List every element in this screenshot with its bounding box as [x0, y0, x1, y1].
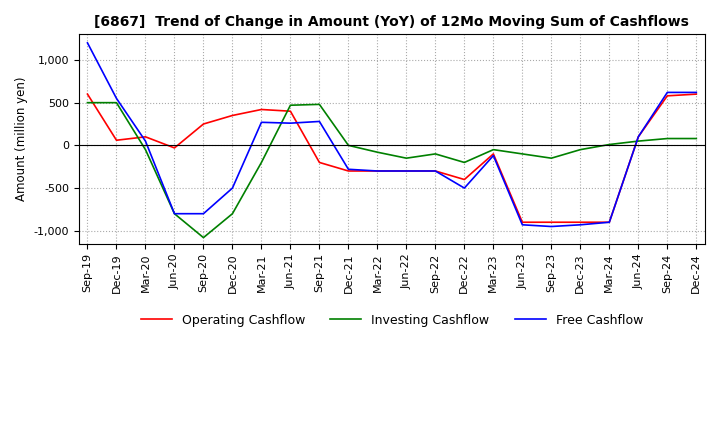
Investing Cashflow	[141, 147, 150, 152]
Investing Cashflow	[605, 142, 613, 147]
Operating Cashflow	[286, 109, 294, 114]
Free Cashflow	[315, 119, 324, 124]
Free Cashflow	[373, 169, 382, 174]
Operating Cashflow	[692, 92, 701, 97]
Investing Cashflow	[257, 160, 266, 165]
Operating Cashflow	[112, 138, 121, 143]
Investing Cashflow	[112, 100, 121, 105]
Operating Cashflow	[460, 177, 469, 182]
Free Cashflow	[605, 220, 613, 225]
Investing Cashflow	[402, 155, 410, 161]
Line: Free Cashflow: Free Cashflow	[87, 43, 696, 227]
Operating Cashflow	[663, 93, 672, 99]
Investing Cashflow	[373, 150, 382, 155]
Investing Cashflow	[199, 235, 208, 240]
Operating Cashflow	[547, 220, 556, 225]
Investing Cashflow	[634, 139, 643, 144]
Free Cashflow	[170, 211, 179, 216]
Investing Cashflow	[547, 155, 556, 161]
Free Cashflow	[489, 153, 498, 158]
Free Cashflow	[344, 167, 353, 172]
Investing Cashflow	[692, 136, 701, 141]
Investing Cashflow	[286, 103, 294, 108]
Operating Cashflow	[344, 169, 353, 174]
Investing Cashflow	[663, 136, 672, 141]
Operating Cashflow	[576, 220, 585, 225]
Free Cashflow	[634, 134, 643, 139]
Line: Investing Cashflow: Investing Cashflow	[87, 103, 696, 238]
Operating Cashflow	[315, 160, 324, 165]
Operating Cashflow	[402, 169, 410, 174]
Investing Cashflow	[576, 147, 585, 152]
Investing Cashflow	[83, 100, 91, 105]
Free Cashflow	[663, 90, 672, 95]
Line: Operating Cashflow: Operating Cashflow	[87, 94, 696, 222]
Free Cashflow	[547, 224, 556, 229]
Operating Cashflow	[518, 220, 526, 225]
Free Cashflow	[286, 121, 294, 126]
Operating Cashflow	[373, 169, 382, 174]
Free Cashflow	[431, 169, 440, 174]
Free Cashflow	[141, 139, 150, 144]
Operating Cashflow	[228, 113, 237, 118]
Title: [6867]  Trend of Change in Amount (YoY) of 12Mo Moving Sum of Cashflows: [6867] Trend of Change in Amount (YoY) o…	[94, 15, 689, 29]
Free Cashflow	[692, 90, 701, 95]
Operating Cashflow	[489, 151, 498, 157]
Legend: Operating Cashflow, Investing Cashflow, Free Cashflow: Operating Cashflow, Investing Cashflow, …	[135, 308, 648, 331]
Investing Cashflow	[228, 211, 237, 216]
Operating Cashflow	[141, 134, 150, 139]
Free Cashflow	[199, 211, 208, 216]
Investing Cashflow	[460, 160, 469, 165]
Investing Cashflow	[344, 143, 353, 148]
Y-axis label: Amount (million yen): Amount (million yen)	[15, 77, 28, 201]
Free Cashflow	[460, 185, 469, 191]
Free Cashflow	[112, 96, 121, 101]
Investing Cashflow	[489, 147, 498, 152]
Operating Cashflow	[605, 220, 613, 225]
Operating Cashflow	[431, 169, 440, 174]
Free Cashflow	[518, 222, 526, 227]
Operating Cashflow	[257, 107, 266, 112]
Free Cashflow	[228, 185, 237, 191]
Operating Cashflow	[199, 121, 208, 127]
Free Cashflow	[576, 222, 585, 227]
Free Cashflow	[402, 169, 410, 174]
Operating Cashflow	[634, 134, 643, 139]
Operating Cashflow	[170, 145, 179, 150]
Free Cashflow	[257, 120, 266, 125]
Investing Cashflow	[315, 102, 324, 107]
Investing Cashflow	[170, 211, 179, 216]
Operating Cashflow	[83, 92, 91, 97]
Investing Cashflow	[518, 151, 526, 157]
Investing Cashflow	[431, 151, 440, 157]
Free Cashflow	[83, 40, 91, 45]
